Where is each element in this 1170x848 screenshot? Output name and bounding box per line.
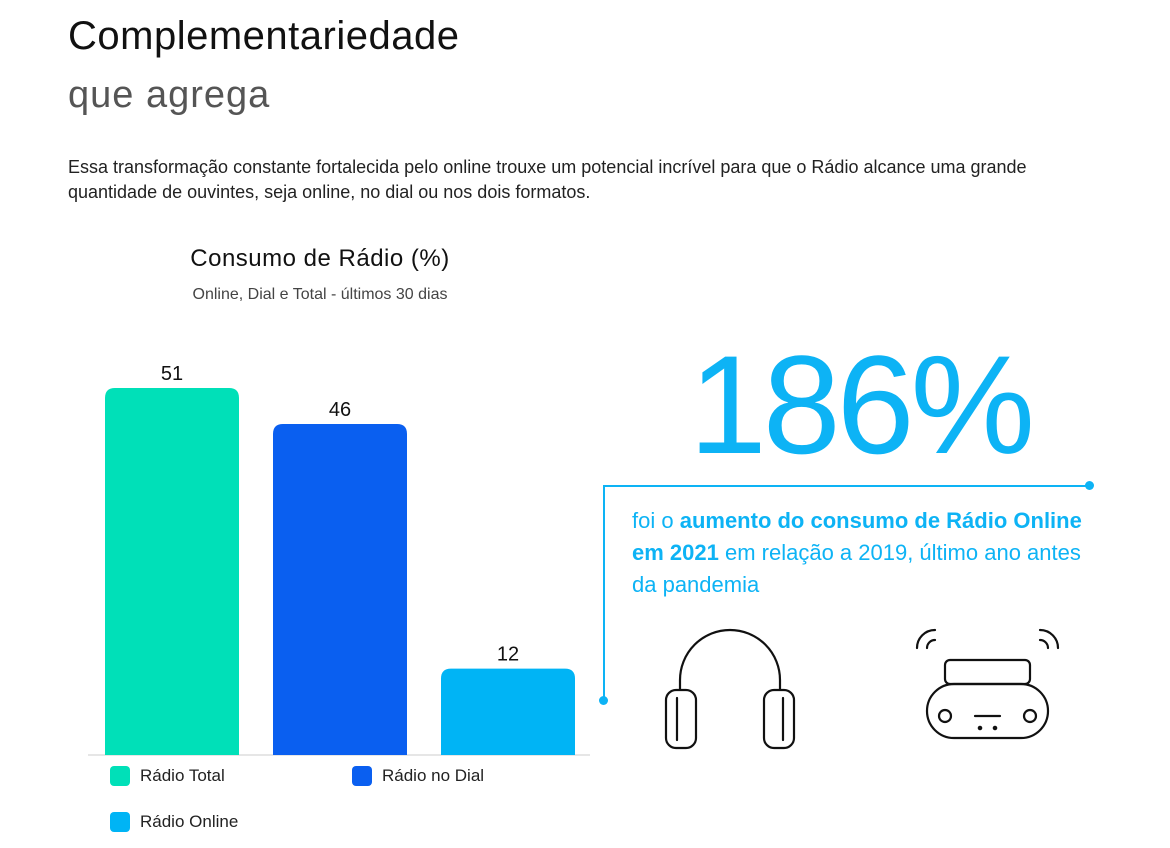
page-subtitle: que agrega [68, 74, 271, 116]
legend-swatch [110, 812, 130, 832]
intro-paragraph: Essa transformação constante fortalecida… [68, 157, 1027, 202]
big-stat-number: 186% [688, 326, 1035, 483]
legend-item-radio-dial: Rádio no Dial [352, 766, 484, 786]
bar-value-label-0: 51 [161, 363, 183, 385]
legend-label: Rádio Total [140, 766, 225, 785]
page-title: Complementariedade [68, 14, 460, 58]
callout-text-bold: aumento do consumo de Rádio Online em 20… [632, 508, 1082, 565]
legend-item-radio-total: Rádio Total [110, 766, 225, 786]
callout-text-pre: foi o [632, 508, 680, 533]
legend-label: Rádio no Dial [382, 766, 485, 785]
bar-2 [441, 668, 575, 755]
chart-subtitle: Online, Dial e Total - últimos 30 dias [192, 286, 448, 303]
legend-label: Rádio Online [140, 812, 239, 831]
callout-line-horizontal [603, 485, 1089, 487]
callout-line-vertical [603, 485, 605, 701]
callout-text-post: em relação a 2019, último ano antes da p… [632, 540, 1081, 597]
callout-text: foi o aumento do consumo de Rádio Online… [632, 505, 1092, 601]
callout-dot-end [1085, 481, 1094, 490]
bar-value-label-2: 12 [497, 644, 519, 666]
legend-item-radio-online: Rádio Online [110, 812, 238, 832]
bar-value-label-1: 46 [329, 399, 351, 421]
bar-1 [273, 423, 407, 755]
bar-0 [105, 388, 239, 755]
bar-chart: 51 46 12 [88, 363, 590, 756]
legend-swatch [110, 766, 130, 786]
legend-swatch [352, 766, 372, 786]
boombox-radio-icon [905, 620, 1070, 755]
headphones-icon [660, 620, 800, 760]
callout-dot-start [599, 696, 608, 705]
chart-title: Consumo de Rádio (%) [190, 245, 450, 272]
